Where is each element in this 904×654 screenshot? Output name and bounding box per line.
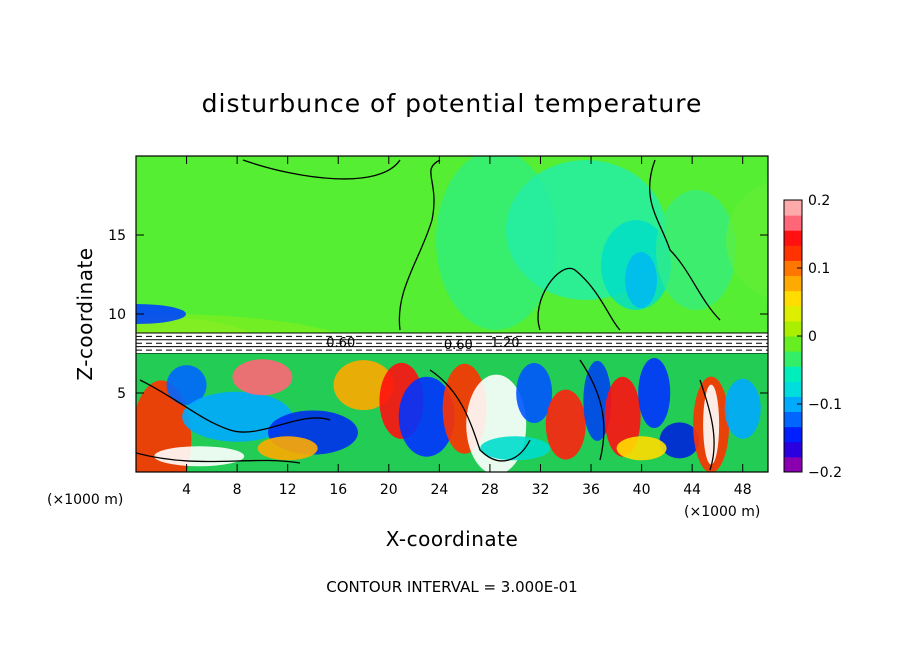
lower-anomaly-21: [257, 436, 318, 461]
lower-anomaly-19: [724, 378, 761, 439]
x-tick-label-16: 16: [329, 482, 347, 498]
contour-line-0: [242, 159, 401, 180]
colorbar-swatch-12: [784, 275, 802, 292]
y-axis-ticks: 5 10 15: [108, 228, 768, 402]
lower-anomaly-13: [583, 360, 612, 441]
lower-anomaly-8: [398, 376, 455, 457]
colorbar-swatch-2: [784, 426, 802, 443]
colorbar-tick-label-1: 0.1: [808, 261, 830, 277]
colorbar-swatch-10: [784, 305, 802, 322]
colorbar-swatch-14: [784, 245, 802, 261]
colorbar-tick-label-2: 0: [808, 329, 817, 345]
lower-anomaly-4: [232, 359, 293, 396]
y-tick-label-10: 10: [108, 307, 126, 323]
plot-area: 0.60 0.60 1.20: [136, 156, 904, 472]
colorbar-tick-label-3: −0.1: [808, 397, 842, 413]
contour-label-0: 0.60: [326, 336, 355, 351]
x-tick-label-24: 24: [430, 482, 448, 498]
chart-title: disturbunce of potential temperature: [202, 89, 703, 118]
colorbar-tick-label-4: −0.2: [808, 465, 842, 481]
lower-anomaly-11: [516, 363, 553, 423]
colorbar-swatch-5: [784, 381, 802, 397]
contour-line-1: [398, 159, 441, 331]
x-tick-label-4: 4: [182, 482, 191, 498]
y-tick-label-15: 15: [108, 228, 126, 244]
colorbar-swatch-8: [784, 336, 802, 352]
colorbar-swatch-16: [784, 215, 802, 231]
upper-anomaly-6: [656, 190, 736, 310]
contour-line-4: [136, 452, 301, 464]
y-tick-label-5: 5: [117, 386, 126, 402]
lower-layer-anomalies: [136, 304, 761, 472]
x-tick-label-40: 40: [633, 482, 651, 498]
lower-anomaly-23: [616, 436, 667, 461]
lower-anomaly-14: [604, 376, 641, 457]
colorbar-swatch-0: [784, 456, 802, 473]
contour-line-7: [579, 359, 605, 461]
colorbar-swatch-11: [784, 290, 802, 307]
x-tick-label-12: 12: [279, 482, 297, 498]
lower-anomaly-12: [545, 389, 586, 460]
lower-anomaly-22: [480, 436, 551, 461]
contour-label-2: 1.20: [491, 336, 520, 351]
x-tick-label-32: 32: [532, 482, 550, 498]
contour-line-2: [537, 267, 621, 331]
y-axis-label: Z-coordinate: [73, 247, 97, 380]
x-tick-label-36: 36: [582, 482, 600, 498]
lower-anomaly-15: [638, 358, 671, 428]
colorbar-tick-label-0: 0.2: [808, 193, 830, 209]
y-axis-unit: (×1000 m): [684, 504, 760, 520]
lower-anomaly-2: [166, 365, 207, 406]
colorbar-swatch-1: [784, 441, 802, 458]
lower-anomaly-0: [136, 304, 186, 324]
x-axis-ticks: 4 8 12 16 20 24 28 32 36 40 44 48: [182, 156, 752, 498]
colorbar-swatch-9: [784, 320, 802, 337]
colorbar-swatch-4: [784, 396, 802, 413]
colorbar: [783, 199, 803, 473]
x-tick-label-8: 8: [233, 482, 242, 498]
upper-anomaly-8: [826, 230, 904, 310]
colorbar-swatch-15: [784, 230, 802, 246]
colorbar-swatch-13: [784, 260, 802, 277]
upper-anomaly-5: [625, 252, 657, 308]
contour-line-6: [429, 369, 531, 462]
contour-line-3: [648, 159, 721, 321]
contour-interval-note: CONTOUR INTERVAL = 3.000E-01: [326, 578, 577, 596]
colorbar-ticks: 0.2 0.1 0 −0.1 −0.2: [797, 193, 842, 481]
colorbar-swatch-7: [784, 351, 802, 367]
x-tick-label-28: 28: [481, 482, 499, 498]
contour-line-5: [139, 379, 331, 433]
contour-lines: [136, 159, 721, 471]
contour-line-8: [699, 379, 715, 471]
lower-anomaly-20: [154, 446, 245, 467]
x-axis-unit-left: (×1000 m): [47, 492, 123, 508]
upper-anomaly-7: [726, 182, 768, 298]
x-tick-label-48: 48: [734, 482, 752, 498]
colorbar-swatch-17: [784, 200, 802, 216]
colorbar-swatch-3: [784, 411, 802, 428]
lower-anomaly-6: [333, 360, 394, 411]
x-tick-label-20: 20: [380, 482, 398, 498]
contour-labels: 0.60 0.60 1.20: [326, 336, 519, 353]
x-tick-label-44: 44: [683, 482, 701, 498]
colorbar-swatch-6: [784, 366, 802, 382]
lower-anomaly-16: [659, 422, 700, 459]
x-axis-label: X-coordinate: [386, 527, 519, 551]
contour-label-1: 0.60: [444, 338, 473, 353]
